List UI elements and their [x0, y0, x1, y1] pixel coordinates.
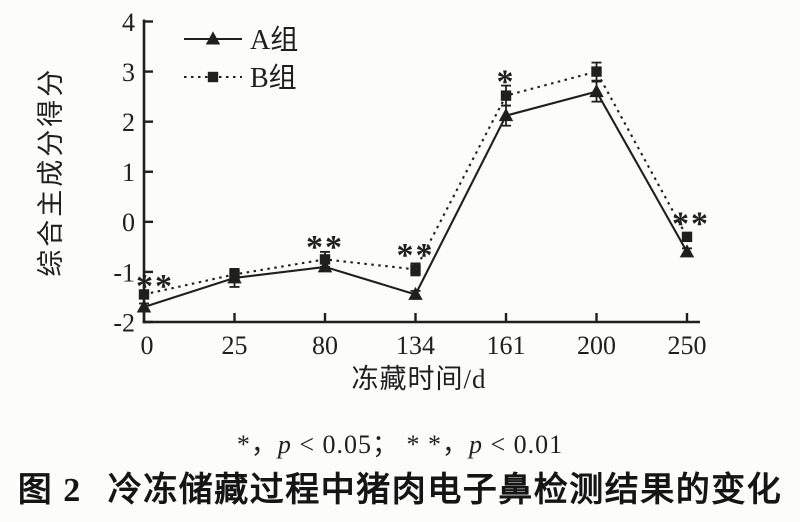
- sig-p05-symbol: *，: [236, 430, 278, 459]
- x-tick-label: 25: [222, 331, 248, 360]
- axes: [142, 19, 700, 324]
- line-chart: 4 3 2 1 0 -1 -2 0 25 80 134 161 200 250 冻藏时间/d 综合主成分得分 *…: [36, 8, 710, 394]
- data-point-marker: [591, 66, 602, 77]
- sig-p01-threshold: < 0.01: [483, 430, 564, 459]
- significance-marker: **: [136, 268, 174, 305]
- data-point-marker: [498, 108, 514, 122]
- sig-p05-threshold: < 0.05；: [291, 430, 407, 459]
- y-tick-label: 3: [122, 58, 135, 87]
- data-point-marker: [136, 299, 152, 313]
- x-tick-label: 250: [668, 331, 707, 360]
- significance-marker: **: [306, 229, 344, 266]
- y-tick-label: -1: [113, 258, 135, 287]
- x-tick-label: 200: [577, 331, 616, 360]
- p-value-variable: p: [277, 430, 292, 459]
- x-tick-label: 80: [312, 331, 338, 360]
- y-tick-label: 0: [122, 208, 135, 237]
- data-point-marker: [138, 289, 150, 300]
- y-tick-label: 4: [122, 8, 135, 37]
- x-tick-label: 161: [487, 331, 526, 360]
- figure-number: 图 2: [17, 472, 82, 509]
- y-tick-label: 1: [122, 158, 135, 187]
- data-point-marker: [410, 264, 421, 275]
- figure-caption: 图 2 冷冻储藏过程中猪肉电子鼻检测结果的变化: [0, 462, 800, 511]
- data-point-marker: [229, 269, 240, 280]
- series-b: [138, 61, 693, 300]
- y-tick-label: -2: [113, 308, 135, 337]
- data-point-marker: [500, 90, 512, 101]
- legend-label: A组: [250, 24, 298, 56]
- legend: A组 B组: [184, 24, 298, 94]
- sig-p01-symbol: * *，: [406, 430, 470, 459]
- p-value-variable: p: [469, 430, 484, 459]
- data-point-marker: [679, 244, 695, 258]
- significance-marker: **: [672, 205, 710, 242]
- x-axis-title: 冻藏时间/d: [351, 364, 486, 394]
- annotations: **** *****: [136, 64, 710, 305]
- significance-marker: **: [397, 237, 435, 274]
- data-point-marker: [205, 31, 221, 45]
- data-point-marker: [589, 84, 604, 98]
- legend-item: A组: [184, 24, 298, 56]
- x-ticks: 0 25 80 134 161 200 250: [141, 313, 707, 360]
- figure-title: 冷冻储藏过程中猪肉电子鼻检测结果的变化: [107, 472, 783, 509]
- x-tick-label: 0: [141, 331, 154, 360]
- y-ticks: 4 3 2 1 0 -1 -2: [113, 8, 153, 337]
- significance-note: *，p < 0.05； * *，p < 0.01: [0, 424, 800, 461]
- legend-label: B组: [250, 62, 297, 94]
- data-point-marker: [681, 231, 693, 243]
- y-tick-label: 2: [122, 108, 135, 137]
- significance-marker: *: [497, 64, 516, 101]
- data-point-marker: [207, 71, 219, 83]
- x-tick-label: 134: [396, 331, 435, 360]
- data-point-marker: [408, 286, 423, 300]
- data-point-marker: [319, 254, 331, 265]
- y-axis-title: 综合主成分得分: [36, 67, 66, 277]
- legend-item: B组: [184, 62, 297, 94]
